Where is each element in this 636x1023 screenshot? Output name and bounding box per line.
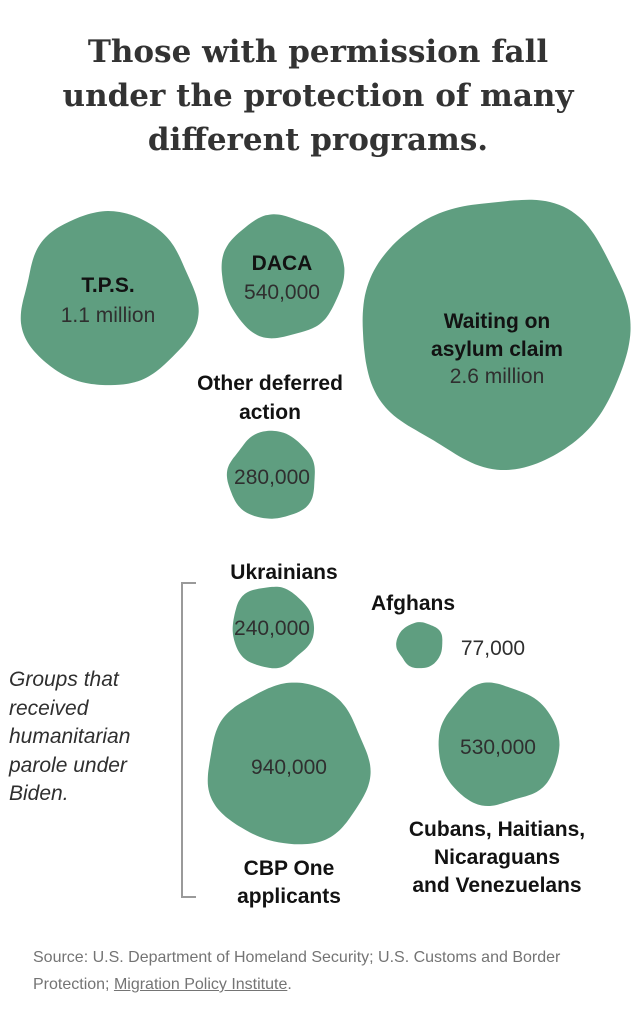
bubble-label-daca: DACA xyxy=(252,252,313,275)
bubble-value-asylum: 2.6 million xyxy=(450,365,545,388)
bubble-label-afg: Afghans xyxy=(371,592,455,615)
note-line: parole under xyxy=(9,753,127,777)
bubble-chart: T.P.S. 1.1 million DACA 540,000 Waiting on as… xyxy=(20,199,631,908)
bubble-label-other: Other deferred xyxy=(197,372,343,395)
parole-group-note: Groups that received humanitarian parole… xyxy=(9,666,130,809)
note-line: humanitarian xyxy=(9,725,131,748)
bubble-value-tps: 1.1 million xyxy=(61,304,156,327)
bubble-other xyxy=(226,430,315,519)
bubble-value-ukr: 240,000 xyxy=(234,617,310,640)
bubble-daca xyxy=(221,214,345,339)
note-line: Biden. xyxy=(9,782,69,805)
bubble-label-chnv: and Venezuelans xyxy=(412,874,581,897)
bubble-label-tps: T.P.S. xyxy=(81,274,134,297)
title-line: under the protection of many xyxy=(62,78,574,114)
bubble-label-cbp: applicants xyxy=(237,885,341,908)
bubble-label-chnv: Nicaraguans xyxy=(434,846,560,869)
bubble-value-afg: 77,000 xyxy=(461,637,525,660)
title-line: different programs. xyxy=(147,122,489,158)
bubble-label-asylum: Waiting on xyxy=(444,310,551,333)
source-note: Source: U.S. Department of Homeland Secu… xyxy=(33,944,623,998)
bubble-label-other: action xyxy=(239,401,301,424)
bubble-tps xyxy=(20,211,199,386)
source-suffix: . xyxy=(287,976,292,993)
bubble-ukr xyxy=(232,586,315,669)
note-line: received xyxy=(9,696,89,720)
bubble-value-cbp: 940,000 xyxy=(251,756,327,779)
source-link[interactable]: Migration Policy Institute xyxy=(113,976,288,993)
parole-group-bracket xyxy=(181,582,196,898)
bubble-value-daca: 540,000 xyxy=(244,281,320,304)
bubble-afg xyxy=(396,622,443,669)
bubble-label-ukr: Ukrainians xyxy=(230,561,337,584)
bubble-label-asylum: asylum claim xyxy=(431,338,563,361)
title-line: Those with permission fall xyxy=(87,34,549,70)
source-text: Source: U.S. Department of Homeland Secu… xyxy=(33,949,561,993)
bubble-label-chnv: Cubans, Haitians, xyxy=(409,818,585,841)
bubble-chnv xyxy=(438,682,560,807)
bubble-label-cbp: CBP One xyxy=(244,857,335,880)
chart-title: Those with permission fall under the pro… xyxy=(0,30,636,162)
bubble-value-other: 280,000 xyxy=(234,466,310,489)
bubble-value-chnv: 530,000 xyxy=(460,736,536,759)
bubble-asylum xyxy=(362,199,631,471)
bubble-cbp xyxy=(207,682,371,845)
note-line: Groups that xyxy=(9,668,119,691)
